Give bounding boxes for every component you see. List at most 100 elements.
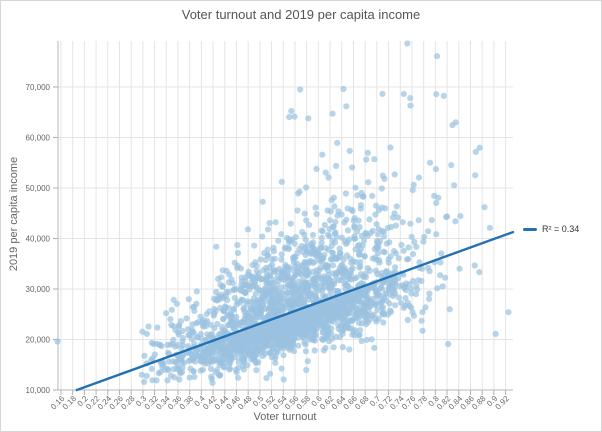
scatter-point <box>476 269 483 276</box>
scatter-point <box>311 347 318 354</box>
scatter-point <box>295 342 302 349</box>
y-tick-label: 50,000 <box>26 184 51 193</box>
scatter-point <box>191 303 198 310</box>
scatter-point <box>261 341 268 348</box>
scatter-point <box>350 217 357 224</box>
scatter-point <box>219 323 226 331</box>
scatter-point <box>415 217 422 224</box>
scatter-point <box>235 374 242 381</box>
scatter-point <box>267 300 274 308</box>
scatter-point <box>359 291 366 299</box>
scatter-point <box>284 264 291 271</box>
scatter-point <box>426 290 433 297</box>
legend-item[interactable]: R² = 0.34 <box>523 224 579 234</box>
scatter-point <box>394 214 401 221</box>
scatter-point <box>408 285 415 292</box>
scatter-point <box>310 239 317 246</box>
scatter-point <box>392 279 399 286</box>
scatter-point <box>294 297 301 304</box>
scatter-point <box>249 275 257 282</box>
scatter-point <box>234 341 241 348</box>
scatter-point <box>311 280 318 287</box>
scatter-point <box>240 358 247 366</box>
scatter-point <box>415 174 423 181</box>
scatter-point <box>251 242 258 249</box>
scatter-point <box>280 376 287 383</box>
scatter-point <box>432 166 440 173</box>
y-tick-label: 20,000 <box>26 335 51 344</box>
scatter-point <box>309 245 316 252</box>
scatter-point <box>213 288 220 295</box>
scatter-point <box>210 312 217 319</box>
scatter-point <box>228 276 235 283</box>
scatter-point <box>205 346 212 353</box>
scatter-point <box>245 268 252 275</box>
scatter-point <box>357 202 365 209</box>
scatter-point <box>267 370 274 377</box>
scatter-point <box>199 366 207 373</box>
scatter-point <box>472 172 479 179</box>
scatter-point <box>323 317 330 324</box>
scatter-point <box>231 259 238 266</box>
scatter-point <box>346 236 353 243</box>
scatter-point <box>197 330 204 337</box>
scatter-point <box>269 294 276 301</box>
scatter-point <box>424 264 432 271</box>
scatter-point <box>330 223 337 231</box>
scatter-point <box>253 262 260 269</box>
scatter-point <box>267 350 274 357</box>
scatter-point <box>364 149 371 156</box>
scatter-point <box>282 291 289 298</box>
scatter-point <box>433 91 440 98</box>
scatter-point <box>228 319 235 326</box>
scatter-point <box>341 219 348 226</box>
scatter-point <box>272 353 279 360</box>
scatter-point <box>344 227 352 234</box>
scatter-point <box>411 238 418 246</box>
scatter-point <box>276 265 283 272</box>
scatter-point <box>324 262 331 269</box>
scatter-point <box>448 162 455 169</box>
scatter-point <box>278 270 285 277</box>
scatter-point <box>224 352 232 359</box>
scatter-point <box>278 256 285 263</box>
scatter-point <box>199 322 206 329</box>
scatter-point <box>426 295 433 302</box>
scatter-point <box>319 280 326 287</box>
scatter-point <box>276 275 283 282</box>
scatter-point <box>141 352 148 359</box>
scatter-point <box>318 234 325 241</box>
scatter-point <box>380 228 387 235</box>
scatter-point <box>348 325 355 332</box>
scatter-point <box>373 256 380 263</box>
scatter-point <box>215 275 222 282</box>
scatter-point <box>266 283 273 290</box>
scatter-point <box>227 346 234 353</box>
scatter-point <box>249 283 256 290</box>
scatter-point <box>243 300 250 307</box>
scatter-point <box>329 282 336 289</box>
scatter-point <box>184 343 191 350</box>
scatter-point <box>141 378 148 385</box>
scatter-point <box>157 369 164 376</box>
scatter-point <box>380 309 387 316</box>
scatter-point <box>375 291 382 298</box>
scatter-point <box>328 330 335 337</box>
scatter-point <box>412 291 420 298</box>
scatter-point <box>409 251 417 258</box>
scatter-point <box>413 243 420 250</box>
scatter-point <box>329 262 337 269</box>
scatter-point <box>320 347 327 354</box>
scatter-point <box>294 324 302 331</box>
scatter-point <box>228 314 236 321</box>
scatter-point <box>179 327 186 335</box>
scatter-point <box>318 227 325 234</box>
scatter-point <box>290 301 297 308</box>
scatter-point <box>167 316 174 323</box>
scatter-point <box>371 344 378 351</box>
scatter-point <box>310 320 317 327</box>
y-tick-label: 70,000 <box>26 83 51 92</box>
scatter-point <box>291 113 298 120</box>
scatter-point <box>347 266 354 274</box>
scatter-point <box>387 308 394 316</box>
